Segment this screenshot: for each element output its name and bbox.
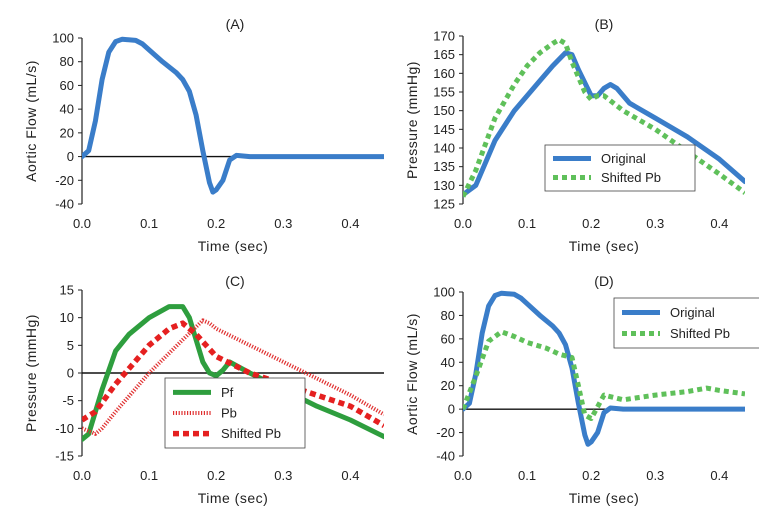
y-tick-label: 20 [60, 125, 74, 140]
y-tick-label: 5 [67, 338, 74, 353]
x-axis-title: Time (sec) [569, 490, 640, 506]
x-tick-label: 0.4 [341, 216, 359, 231]
y-tick-label: 145 [433, 122, 455, 137]
legend-label: Pb [221, 406, 237, 421]
panel-title: (A) [226, 16, 245, 32]
chart-panel: (C) -15 -10 -5 0 5 10 15 0.0 0.1 0.2 0.3 0.4 Time (se… [23, 273, 384, 506]
series-line [82, 318, 384, 436]
y-tick-label: 60 [441, 331, 455, 346]
series-line [82, 36, 384, 195]
x-tick-label: 0.4 [710, 216, 728, 231]
x-tick-label: 0.1 [518, 468, 536, 483]
x-tick-label: 0.3 [274, 216, 292, 231]
legend: Original Shifted Pb [613, 297, 759, 349]
y-tick-label: 80 [441, 308, 455, 323]
x-axis-title: Time (sec) [198, 238, 269, 254]
series-line [463, 50, 745, 198]
x-tick-label: 0.1 [518, 216, 536, 231]
x-tick-label: 0.0 [454, 216, 472, 231]
y-axis-title: Aortic Flow (mL/s) [404, 313, 420, 435]
x-tick-label: 0.4 [341, 468, 359, 483]
legend: Pf Pb Shifted Pb [164, 377, 306, 449]
x-tick-label: 0.2 [582, 468, 600, 483]
y-tick-label: 155 [433, 85, 455, 100]
x-tick-label: 0.4 [710, 468, 728, 483]
panel-title: (C) [225, 273, 244, 289]
y-tick-label: 160 [433, 66, 455, 81]
x-tick-label: 0.3 [274, 468, 292, 483]
y-tick-label: 165 [433, 47, 455, 62]
panel-title: (D) [594, 273, 613, 289]
y-tick-label: 100 [52, 31, 74, 46]
y-tick-label: 40 [60, 102, 74, 117]
y-tick-label: -20 [55, 173, 74, 188]
legend-label: Original [670, 305, 715, 320]
y-axis-title: Pressure (mmHg) [23, 314, 39, 432]
x-axis-title: Time (sec) [198, 490, 269, 506]
legend-label: Shifted Pb [670, 326, 730, 341]
legend-label: Shifted Pb [601, 170, 661, 185]
y-tick-label: 10 [60, 310, 74, 325]
series-line [463, 329, 745, 421]
series-line [463, 290, 745, 447]
y-tick-label: 135 [433, 159, 455, 174]
y-axis-title: Pressure (mmHg) [404, 61, 420, 179]
x-axis-title: Time (sec) [569, 238, 640, 254]
x-tick-label: 0.2 [207, 216, 225, 231]
y-tick-label: 15 [60, 283, 74, 298]
x-tick-label: 0.2 [207, 468, 225, 483]
panel-title: (B) [595, 16, 614, 32]
legend: Original Shifted Pb [544, 144, 696, 192]
y-tick-label: -10 [55, 421, 74, 436]
legend-box [544, 144, 696, 192]
x-tick-label: 0.0 [73, 216, 91, 231]
y-tick-label: 40 [441, 355, 455, 370]
y-tick-label: 60 [60, 78, 74, 93]
chart-panel: (B) 125 130 135 140 145 150 155 160 165 170 0.0 0.1 0… [404, 16, 745, 254]
legend-label: Shifted Pb [221, 426, 281, 441]
x-tick-label: 0.2 [582, 216, 600, 231]
x-tick-label: 0.0 [73, 468, 91, 483]
legend-label: Pf [221, 385, 234, 400]
y-tick-label: -5 [62, 393, 74, 408]
y-tick-label: 0 [448, 402, 455, 417]
x-tick-label: 0.3 [646, 468, 664, 483]
x-tick-label: 0.1 [140, 216, 158, 231]
y-tick-label: -15 [55, 449, 74, 464]
y-tick-label: 130 [433, 178, 455, 193]
y-tick-label: 20 [441, 378, 455, 393]
legend-label: Original [601, 151, 646, 166]
y-tick-label: 0 [67, 149, 74, 164]
legend-box [613, 297, 759, 349]
y-tick-label: 170 [433, 29, 455, 44]
y-tick-label: 0 [67, 366, 74, 381]
y-axis-title: Aortic Flow (mL/s) [23, 60, 39, 182]
y-tick-label: -40 [55, 197, 74, 212]
y-tick-label: 80 [60, 54, 74, 69]
chart-panel: (A) -40 -20 0 20 40 60 80 100 0.0 0.1 0.2 0.3 0.4 Time… [23, 16, 384, 254]
x-tick-label: 0.3 [646, 216, 664, 231]
y-tick-label: -40 [436, 449, 455, 464]
y-tick-label: 100 [433, 285, 455, 300]
y-tick-label: 140 [433, 141, 455, 156]
x-tick-label: 0.1 [140, 468, 158, 483]
y-tick-label: 125 [433, 197, 455, 212]
y-tick-label: -20 [436, 425, 455, 440]
chart-panel: (D) -40 -20 0 20 40 60 80 100 0.0 0.1 0.2 0.3 0.4 Time… [404, 273, 759, 506]
y-tick-label: 150 [433, 103, 455, 118]
x-tick-label: 0.0 [454, 468, 472, 483]
